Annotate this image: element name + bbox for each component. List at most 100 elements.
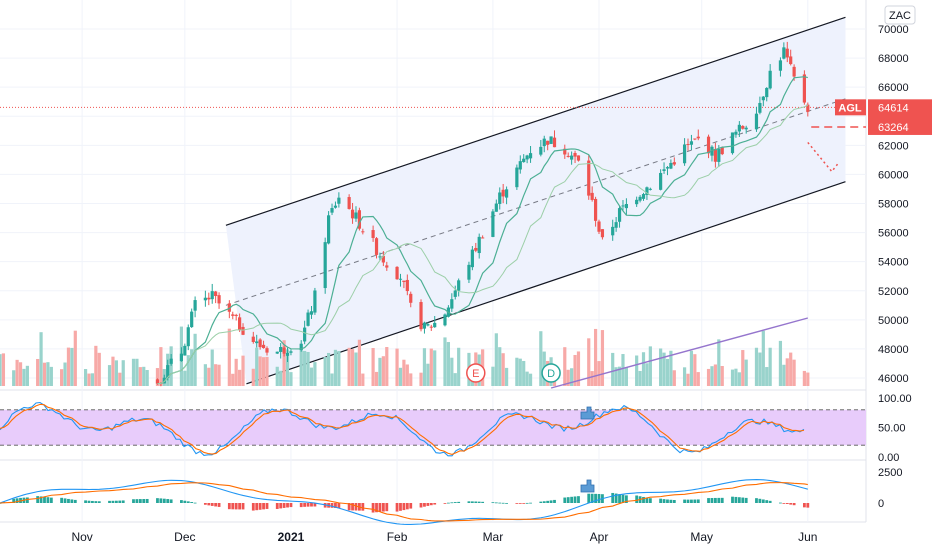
target-price-tag[interactable]: 63264 bbox=[868, 118, 932, 135]
candle-body[interactable] bbox=[593, 198, 598, 221]
candle-body[interactable] bbox=[806, 104, 810, 112]
candle-body[interactable] bbox=[309, 311, 314, 315]
candle-body[interactable] bbox=[768, 70, 772, 89]
candle-body[interactable] bbox=[696, 136, 700, 139]
candle-body[interactable] bbox=[641, 194, 646, 199]
candle-body[interactable] bbox=[491, 211, 495, 237]
candle-body[interactable] bbox=[275, 351, 279, 354]
candle-body[interactable] bbox=[207, 297, 211, 300]
candle-body[interactable] bbox=[453, 290, 457, 297]
candle-body[interactable] bbox=[405, 279, 409, 292]
candle-body[interactable] bbox=[672, 162, 676, 165]
candle-body[interactable] bbox=[498, 192, 502, 204]
candle-body[interactable] bbox=[422, 322, 427, 329]
candle-body[interactable] bbox=[186, 327, 190, 347]
candle-body[interactable] bbox=[203, 297, 207, 301]
candle-body[interactable] bbox=[662, 169, 666, 171]
candle-body[interactable] bbox=[303, 327, 307, 342]
candle-body[interactable] bbox=[563, 148, 567, 155]
event-marker-d[interactable]: D bbox=[541, 363, 561, 383]
candle-body[interactable] bbox=[265, 348, 269, 353]
candle-body[interactable] bbox=[730, 132, 735, 154]
candle-body[interactable] bbox=[395, 266, 399, 280]
candle-body[interactable] bbox=[450, 299, 454, 309]
candle-body[interactable] bbox=[504, 189, 509, 198]
stochastic-hand-icon[interactable] bbox=[580, 406, 595, 420]
candle-body[interactable] bbox=[802, 74, 806, 103]
candle-body[interactable] bbox=[706, 136, 711, 154]
candle-body[interactable] bbox=[597, 221, 601, 232]
candle-body[interactable] bbox=[234, 314, 238, 316]
candle-body[interactable] bbox=[522, 158, 526, 163]
candle-body[interactable] bbox=[792, 66, 796, 77]
candle-body[interactable] bbox=[313, 290, 317, 313]
candle-body[interactable] bbox=[713, 148, 717, 162]
candle-body[interactable] bbox=[470, 249, 474, 268]
candle-body[interactable] bbox=[737, 124, 741, 132]
candle-body[interactable] bbox=[720, 147, 724, 155]
axis-layer[interactable]: 7000068000660006400062000600005800056000… bbox=[71, 5, 932, 544]
candle-body[interactable] bbox=[183, 345, 187, 356]
candle-body[interactable] bbox=[617, 208, 622, 222]
candle-body[interactable] bbox=[515, 167, 519, 188]
candle-body[interactable] bbox=[744, 127, 748, 130]
candle-body[interactable] bbox=[682, 144, 687, 164]
candle-body[interactable] bbox=[210, 291, 214, 300]
candle-body[interactable] bbox=[385, 265, 389, 268]
candle-body[interactable] bbox=[299, 343, 303, 350]
candle-body[interactable] bbox=[659, 172, 663, 190]
candle-body[interactable] bbox=[539, 146, 543, 155]
candle-body[interactable] bbox=[710, 146, 714, 156]
candle-layer[interactable] bbox=[155, 41, 810, 387]
candle-body[interactable] bbox=[350, 209, 355, 219]
candle-body[interactable] bbox=[624, 204, 628, 209]
candle-body[interactable] bbox=[426, 324, 430, 326]
candle-body[interactable] bbox=[717, 148, 721, 162]
candle-body[interactable] bbox=[190, 311, 194, 328]
candle-body[interactable] bbox=[576, 155, 581, 161]
candle-body[interactable] bbox=[566, 155, 570, 157]
candle-body[interactable] bbox=[546, 140, 550, 145]
candle-body[interactable] bbox=[323, 242, 327, 289]
candle-body[interactable] bbox=[518, 161, 522, 170]
candle-body[interactable] bbox=[241, 326, 245, 335]
candle-body[interactable] bbox=[611, 226, 615, 236]
candle-body[interactable] bbox=[467, 264, 471, 280]
candle-body[interactable] bbox=[354, 212, 358, 219]
candle-body[interactable] bbox=[542, 138, 546, 147]
candle-body[interactable] bbox=[570, 155, 574, 160]
candle-body[interactable] bbox=[279, 347, 283, 352]
candle-body[interactable] bbox=[402, 280, 406, 282]
candle-body[interactable] bbox=[433, 322, 437, 328]
candle-body[interactable] bbox=[231, 314, 235, 316]
candle-body[interactable] bbox=[169, 358, 173, 364]
candle-body[interactable] bbox=[621, 205, 625, 207]
candle-body[interactable] bbox=[337, 197, 341, 204]
candle-body[interactable] bbox=[238, 317, 242, 330]
candle-body[interactable] bbox=[600, 229, 605, 238]
candle-body[interactable] bbox=[693, 138, 697, 140]
event-marker-e[interactable]: E bbox=[466, 363, 486, 383]
candle-body[interactable] bbox=[179, 353, 184, 362]
candle-body[interactable] bbox=[686, 144, 690, 146]
candle-body[interactable] bbox=[155, 379, 160, 384]
candle-body[interactable] bbox=[778, 60, 783, 71]
candle-body[interactable] bbox=[357, 210, 362, 229]
candle-body[interactable] bbox=[665, 167, 670, 169]
candle-body[interactable] bbox=[371, 230, 375, 238]
candle-body[interactable] bbox=[614, 222, 618, 228]
candle-body[interactable] bbox=[330, 208, 334, 213]
candle-body[interactable] bbox=[590, 192, 594, 200]
candle-body[interactable] bbox=[193, 300, 197, 311]
candle-body[interactable] bbox=[645, 187, 649, 195]
candle-body[interactable] bbox=[501, 189, 505, 197]
candle-body[interactable] bbox=[494, 203, 498, 212]
candle-body[interactable] bbox=[285, 352, 290, 356]
macd-hand-icon[interactable] bbox=[580, 479, 595, 493]
candle-body[interactable] bbox=[166, 365, 170, 378]
candle-body[interactable] bbox=[162, 377, 166, 384]
candle-body[interactable] bbox=[261, 344, 266, 349]
candle-body[interactable] bbox=[398, 278, 403, 280]
